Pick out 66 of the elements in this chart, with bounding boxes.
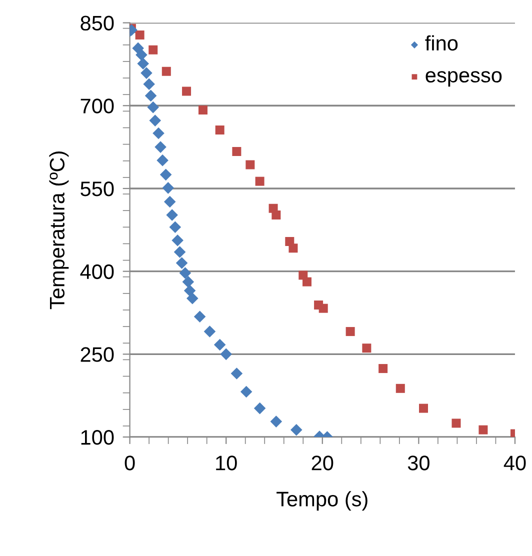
point: [143, 78, 155, 90]
point: [176, 257, 188, 269]
point: [302, 277, 312, 286]
point: [152, 127, 164, 140]
point: [140, 67, 152, 79]
point: [162, 182, 174, 194]
point: [215, 125, 224, 134]
point: [478, 425, 488, 434]
point: [290, 424, 302, 436]
point: [254, 402, 266, 414]
y-tick-label: 550: [80, 181, 114, 196]
y-axis-title: Temperatura (ºC): [49, 152, 69, 310]
point: [164, 196, 176, 208]
point: [288, 244, 298, 253]
point: [136, 48, 148, 61]
point: [419, 404, 428, 413]
point: [232, 146, 242, 156]
point: [194, 310, 206, 323]
y-tick-label: 700: [80, 98, 114, 114]
x-tick-label: 20: [312, 456, 334, 470]
point: [378, 364, 388, 374]
point: [318, 304, 328, 313]
point: [156, 154, 168, 166]
point: [135, 30, 144, 40]
point: [246, 160, 255, 170]
point: [149, 114, 162, 126]
x-tick-label: 40: [504, 456, 526, 470]
point: [154, 141, 166, 153]
y-tick-label: 250: [80, 347, 114, 362]
legend-label: fino: [425, 35, 458, 51]
point: [144, 90, 157, 102]
x-tick-label: 0: [124, 456, 135, 470]
point: [186, 292, 198, 304]
point: [184, 284, 196, 297]
y-tick-label: 100: [81, 430, 114, 445]
point: [270, 416, 282, 428]
point: [255, 176, 264, 186]
point: [166, 209, 178, 221]
point: [148, 45, 158, 54]
y-tick-label: 850: [80, 16, 114, 31]
point: [160, 168, 172, 181]
point: [182, 86, 192, 96]
legend-label: espesso: [426, 71, 502, 87]
point: [272, 210, 281, 220]
point: [169, 221, 182, 234]
x-tick-label: 10: [216, 456, 237, 470]
point: [137, 58, 149, 70]
x-axis-title: Tempo (s): [276, 491, 368, 511]
point: [214, 338, 226, 351]
point: [204, 326, 216, 338]
point: [174, 246, 186, 258]
point: [452, 418, 461, 428]
point: [162, 66, 171, 76]
point: [182, 276, 194, 288]
point: [346, 327, 355, 336]
x-tick-label: 30: [408, 456, 430, 470]
point: [396, 384, 405, 393]
point: [147, 101, 160, 114]
point: [362, 344, 372, 353]
point: [240, 386, 252, 398]
point: [179, 267, 192, 279]
point: [198, 106, 208, 115]
y-tick-label: 400: [80, 264, 114, 280]
point: [230, 368, 243, 380]
point: [220, 348, 232, 360]
point: [172, 234, 184, 246]
